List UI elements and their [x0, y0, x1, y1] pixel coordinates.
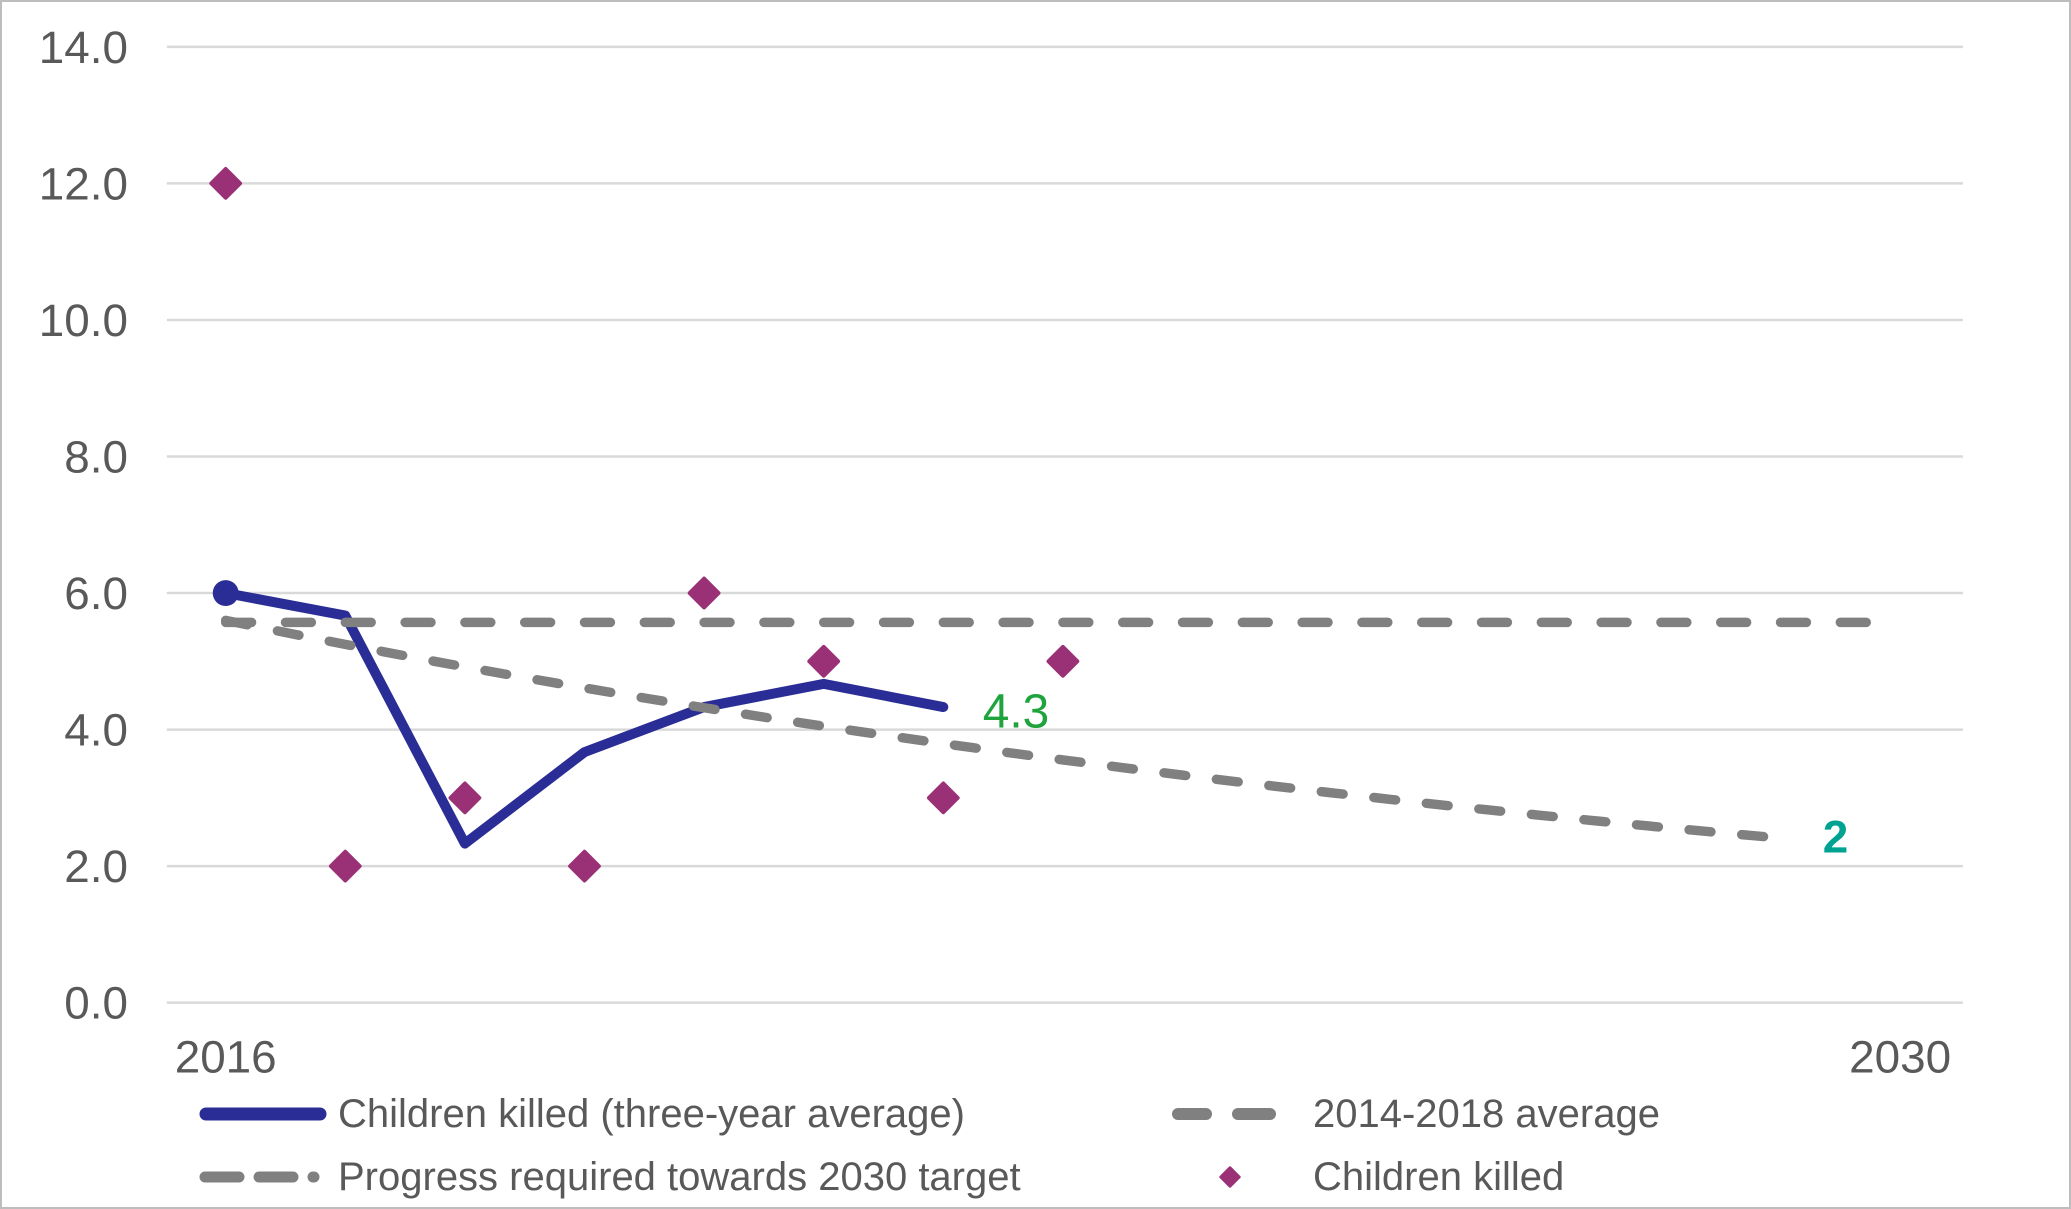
y-tick-label: 10.0: [39, 295, 128, 346]
y-tick-label: 6.0: [64, 568, 128, 619]
x-tick-label: 2030: [1849, 1031, 1951, 1082]
solid-line-sample: [199, 1107, 327, 1121]
y-tick-label: 0.0: [64, 978, 128, 1029]
y-tick-label: 12.0: [39, 158, 128, 209]
children-killed-point: [448, 781, 482, 815]
children-killed-point: [926, 781, 960, 815]
children-killed-point: [687, 576, 721, 610]
legend-item-children-killed: Children killed: [1171, 1151, 1564, 1203]
dashed-line-sample: [1172, 1108, 1276, 1120]
children-killed-point: [1046, 644, 1080, 678]
y-tick-label: 8.0: [64, 431, 128, 482]
value-annotation: 4.3: [983, 685, 1049, 738]
value-annotation: 2: [1823, 811, 1848, 862]
children-killed-point: [568, 849, 601, 883]
legend-label: 2014-2018 average: [1313, 1091, 1660, 1136]
y-tick-label: 4.0: [64, 705, 128, 756]
legend-label: Progress required towards 2030 target: [338, 1154, 1021, 1199]
x-tick-label: 2016: [175, 1031, 277, 1082]
line-start-marker: [212, 580, 239, 606]
legend-label: Children killed: [1313, 1154, 1565, 1199]
children-killed-point: [807, 644, 841, 678]
three-year-average-line: [220, 588, 949, 849]
children-killed-point: [328, 849, 362, 883]
y-tick-label: 14.0: [39, 22, 128, 73]
legend-item-three-year-average: Children killed (three-year average): [198, 1088, 965, 1140]
y-tick-label: 2.0: [64, 841, 128, 892]
target-progress-dashed-curve: [220, 615, 1786, 843]
children-killed-point: [209, 167, 243, 200]
diamond-sample: [1219, 1166, 1241, 1188]
legend-item-2014-2018-average: 2014-2018 average: [1171, 1088, 1660, 1140]
legend-label: Children killed (three-year average): [338, 1091, 965, 1136]
legend-item-progress-required: Progress required towards 2030 target: [199, 1151, 1021, 1203]
dash-dash-dot-sample: [199, 1171, 324, 1183]
